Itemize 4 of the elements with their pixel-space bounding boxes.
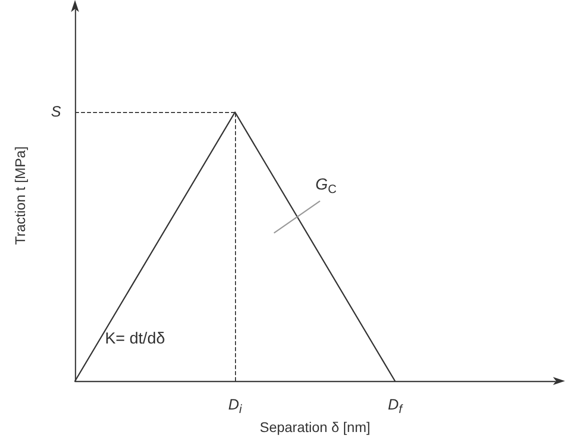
y-axis-title: Traction t [MPa] [12, 146, 28, 245]
ref-line-label: S [50, 104, 61, 121]
x-axis-title: Separation δ [nm] [260, 419, 370, 435]
annotation: K= dt/dδ [105, 330, 166, 348]
